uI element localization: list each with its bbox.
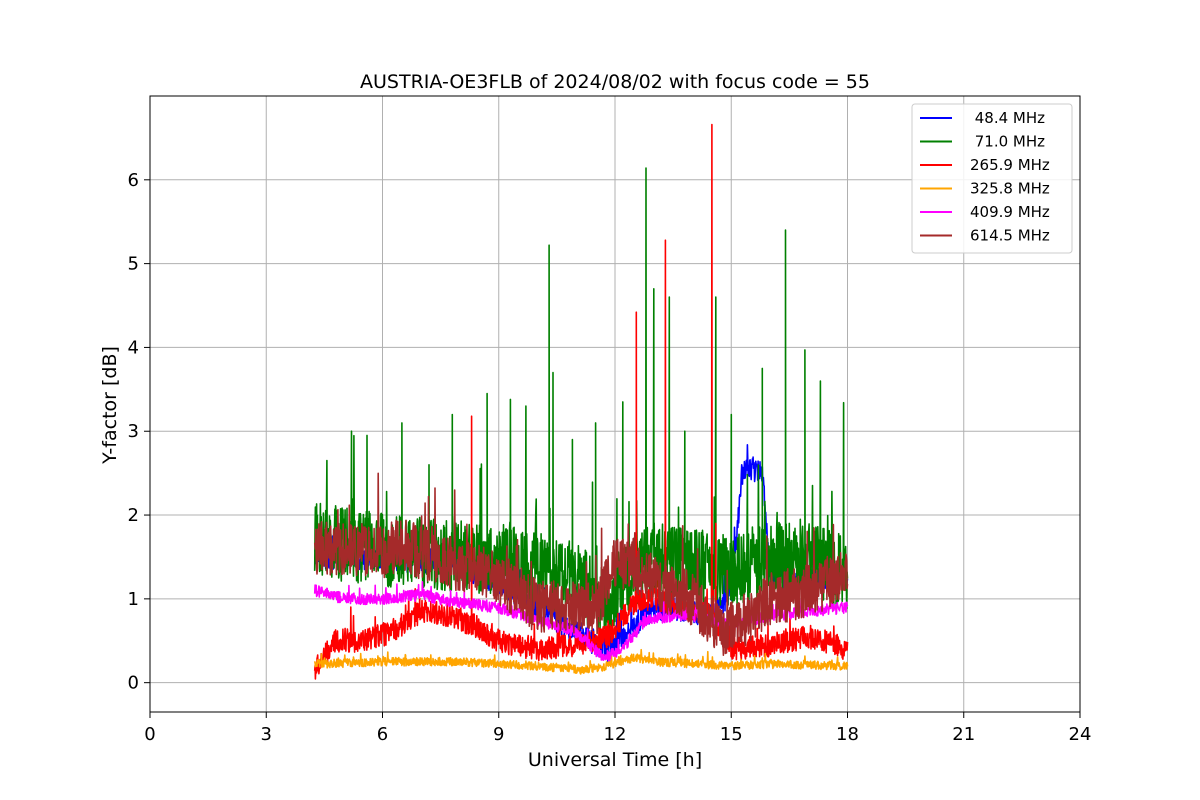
y-tick-label: 4	[128, 337, 139, 358]
legend-label: 409.9 MHz	[970, 203, 1050, 221]
x-tick-label: 6	[377, 724, 388, 745]
legend-label: 325.8 MHz	[970, 180, 1050, 198]
x-axis-label: Universal Time [h]	[528, 749, 702, 771]
y-tick-label: 1	[128, 589, 139, 610]
legend-label: 71.0 MHz	[970, 133, 1045, 151]
y-axis-ticks: 0 1 2 3 4 5 6	[128, 170, 150, 694]
series-line-3	[313, 648, 849, 675]
y-tick-label: 0	[128, 673, 139, 694]
legend: 48.4 MHz 71.0 MHz 265.9 MHz 325.8 MHz 409.9…	[911, 103, 1073, 254]
legend-label: 614.5 MHz	[970, 227, 1050, 245]
plot-area	[313, 123, 849, 680]
x-tick-label: 18	[836, 724, 859, 745]
series-line-5	[313, 472, 849, 656]
y-tick-label: 2	[128, 505, 139, 526]
y-tick-label: 6	[128, 170, 139, 191]
x-tick-label: 12	[604, 724, 627, 745]
x-tick-label: 15	[720, 724, 743, 745]
x-tick-label: 0	[144, 724, 155, 745]
legend-label: 265.9 MHz	[970, 156, 1050, 174]
legend-label: 48.4 MHz	[970, 109, 1045, 127]
y-axis-label: Y-factor [dB]	[99, 346, 121, 465]
x-tick-label: 9	[493, 724, 504, 745]
x-tick-label: 24	[1069, 724, 1092, 745]
y-tick-label: 5	[128, 254, 139, 275]
chart-title: AUSTRIA-OE3FLB of 2024/08/02 with focus …	[360, 71, 870, 93]
x-tick-label: 3	[261, 724, 272, 745]
y-tick-label: 3	[128, 421, 139, 442]
x-tick-label: 21	[952, 724, 975, 745]
x-axis-ticks: 0 3 6 9 12 15 18 21 24	[144, 712, 1091, 745]
grid-lines	[149, 96, 1081, 712]
series-line-2	[313, 123, 849, 680]
